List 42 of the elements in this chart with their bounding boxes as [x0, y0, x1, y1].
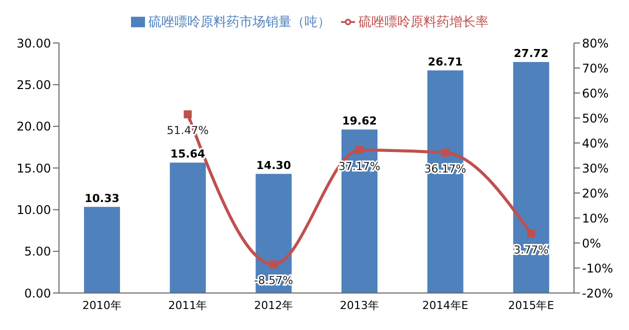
y-tick-label: 25.00: [16, 78, 51, 92]
y2-tick-label: 80%: [582, 36, 609, 50]
data-label: 10.33: [84, 192, 120, 205]
y2-tick-label: -20%: [582, 286, 614, 300]
y-tick-label: 10.00: [16, 202, 51, 217]
data-label: 26.71: [428, 55, 463, 68]
data-label: 19.62: [342, 114, 377, 128]
y2-tick-label: -10%: [582, 261, 614, 276]
bar: [170, 162, 206, 293]
x-tick-label: 2015年E: [508, 298, 554, 312]
point: [355, 146, 364, 154]
y-tick-label: 30.00: [16, 36, 51, 50]
y2-tick-label: 40%: [582, 136, 609, 150]
point: [441, 148, 450, 157]
point: [527, 230, 536, 238]
y2-tick-label: 10%: [582, 211, 609, 226]
data-label: 3.77%: [514, 243, 549, 256]
y-tick-label: 20.00: [16, 120, 51, 134]
bar: [256, 174, 292, 293]
bar: [513, 62, 550, 293]
x-tick-label: 2011年: [168, 298, 208, 312]
data-label: 27.72: [514, 47, 549, 60]
y-tick-label: 15.00: [16, 161, 51, 176]
legend-label: 硫唑嘌呤原料药市场销量（吨）: [148, 15, 330, 30]
y2-tick-label: 70%: [582, 61, 609, 76]
y2-tick-label: 0%: [582, 236, 602, 250]
x-tick-label: 2012年: [254, 298, 294, 312]
y-tick-label: 0.00: [24, 286, 51, 300]
bar: [84, 206, 120, 293]
x-tick-label: 2014年E: [422, 298, 468, 312]
point: [184, 110, 192, 118]
legend-label: 硫唑嘌呤原料药增长率: [358, 15, 488, 30]
data-label: 14.30: [256, 158, 292, 172]
y-tick-label: 5.00: [24, 244, 51, 259]
point: [270, 260, 278, 268]
x-tick-label: 2010年: [82, 298, 122, 312]
y2-tick-label: 30%: [582, 161, 609, 176]
y2-tick-label: 20%: [582, 186, 609, 200]
y2-tick-label: 50%: [582, 111, 609, 126]
x-tick-label: 2013年: [340, 298, 379, 312]
bar: [427, 70, 464, 293]
y2-tick-label: 60%: [582, 86, 609, 100]
